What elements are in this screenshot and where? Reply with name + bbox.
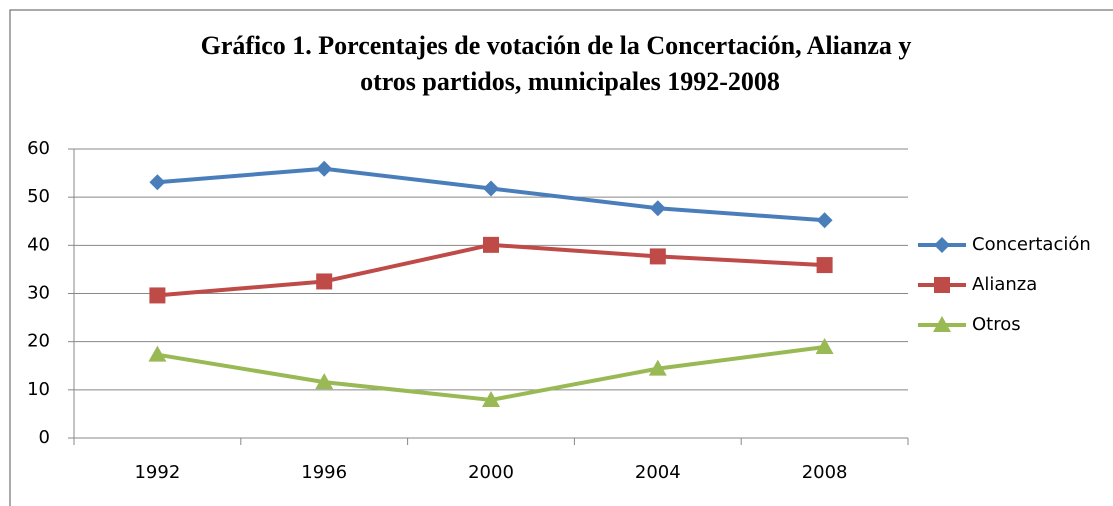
marker [933, 316, 951, 332]
marker [649, 200, 666, 217]
y-tick-label: 50 [27, 186, 50, 207]
marker [149, 287, 166, 304]
marker [815, 337, 834, 354]
marker [316, 160, 333, 177]
marker [483, 236, 499, 253]
marker [934, 277, 950, 293]
marker [483, 180, 499, 197]
legend-label: Concertación [972, 234, 1091, 255]
marker [315, 373, 334, 390]
x-tick-label: 2000 [468, 462, 514, 483]
x-tick-label: 2008 [802, 462, 848, 483]
marker [648, 359, 667, 376]
y-tick-label: 60 [27, 138, 50, 159]
marker [148, 345, 167, 362]
marker [816, 212, 833, 229]
marker [816, 257, 833, 274]
chart-title: Gráfico 1. Porcentajes de votación de la… [201, 31, 912, 60]
marker [934, 237, 950, 253]
marker [149, 174, 166, 191]
marker [649, 248, 666, 265]
y-tick-label: 20 [27, 331, 50, 352]
y-tick-label: 0 [39, 427, 50, 448]
x-tick-label: 1996 [301, 462, 347, 483]
legend-label: Alianza [972, 274, 1037, 295]
legend-label: Otros [972, 314, 1021, 335]
chart-title: otros partidos, municipales 1992-2008 [360, 67, 780, 96]
x-tick-label: 2004 [635, 462, 681, 483]
marker [482, 390, 500, 407]
y-tick-label: 30 [27, 283, 50, 304]
marker [316, 273, 333, 290]
y-tick-label: 10 [27, 379, 50, 400]
x-tick-label: 1992 [134, 462, 180, 483]
chart-frame [9, 9, 1113, 506]
y-tick-label: 40 [27, 234, 50, 255]
